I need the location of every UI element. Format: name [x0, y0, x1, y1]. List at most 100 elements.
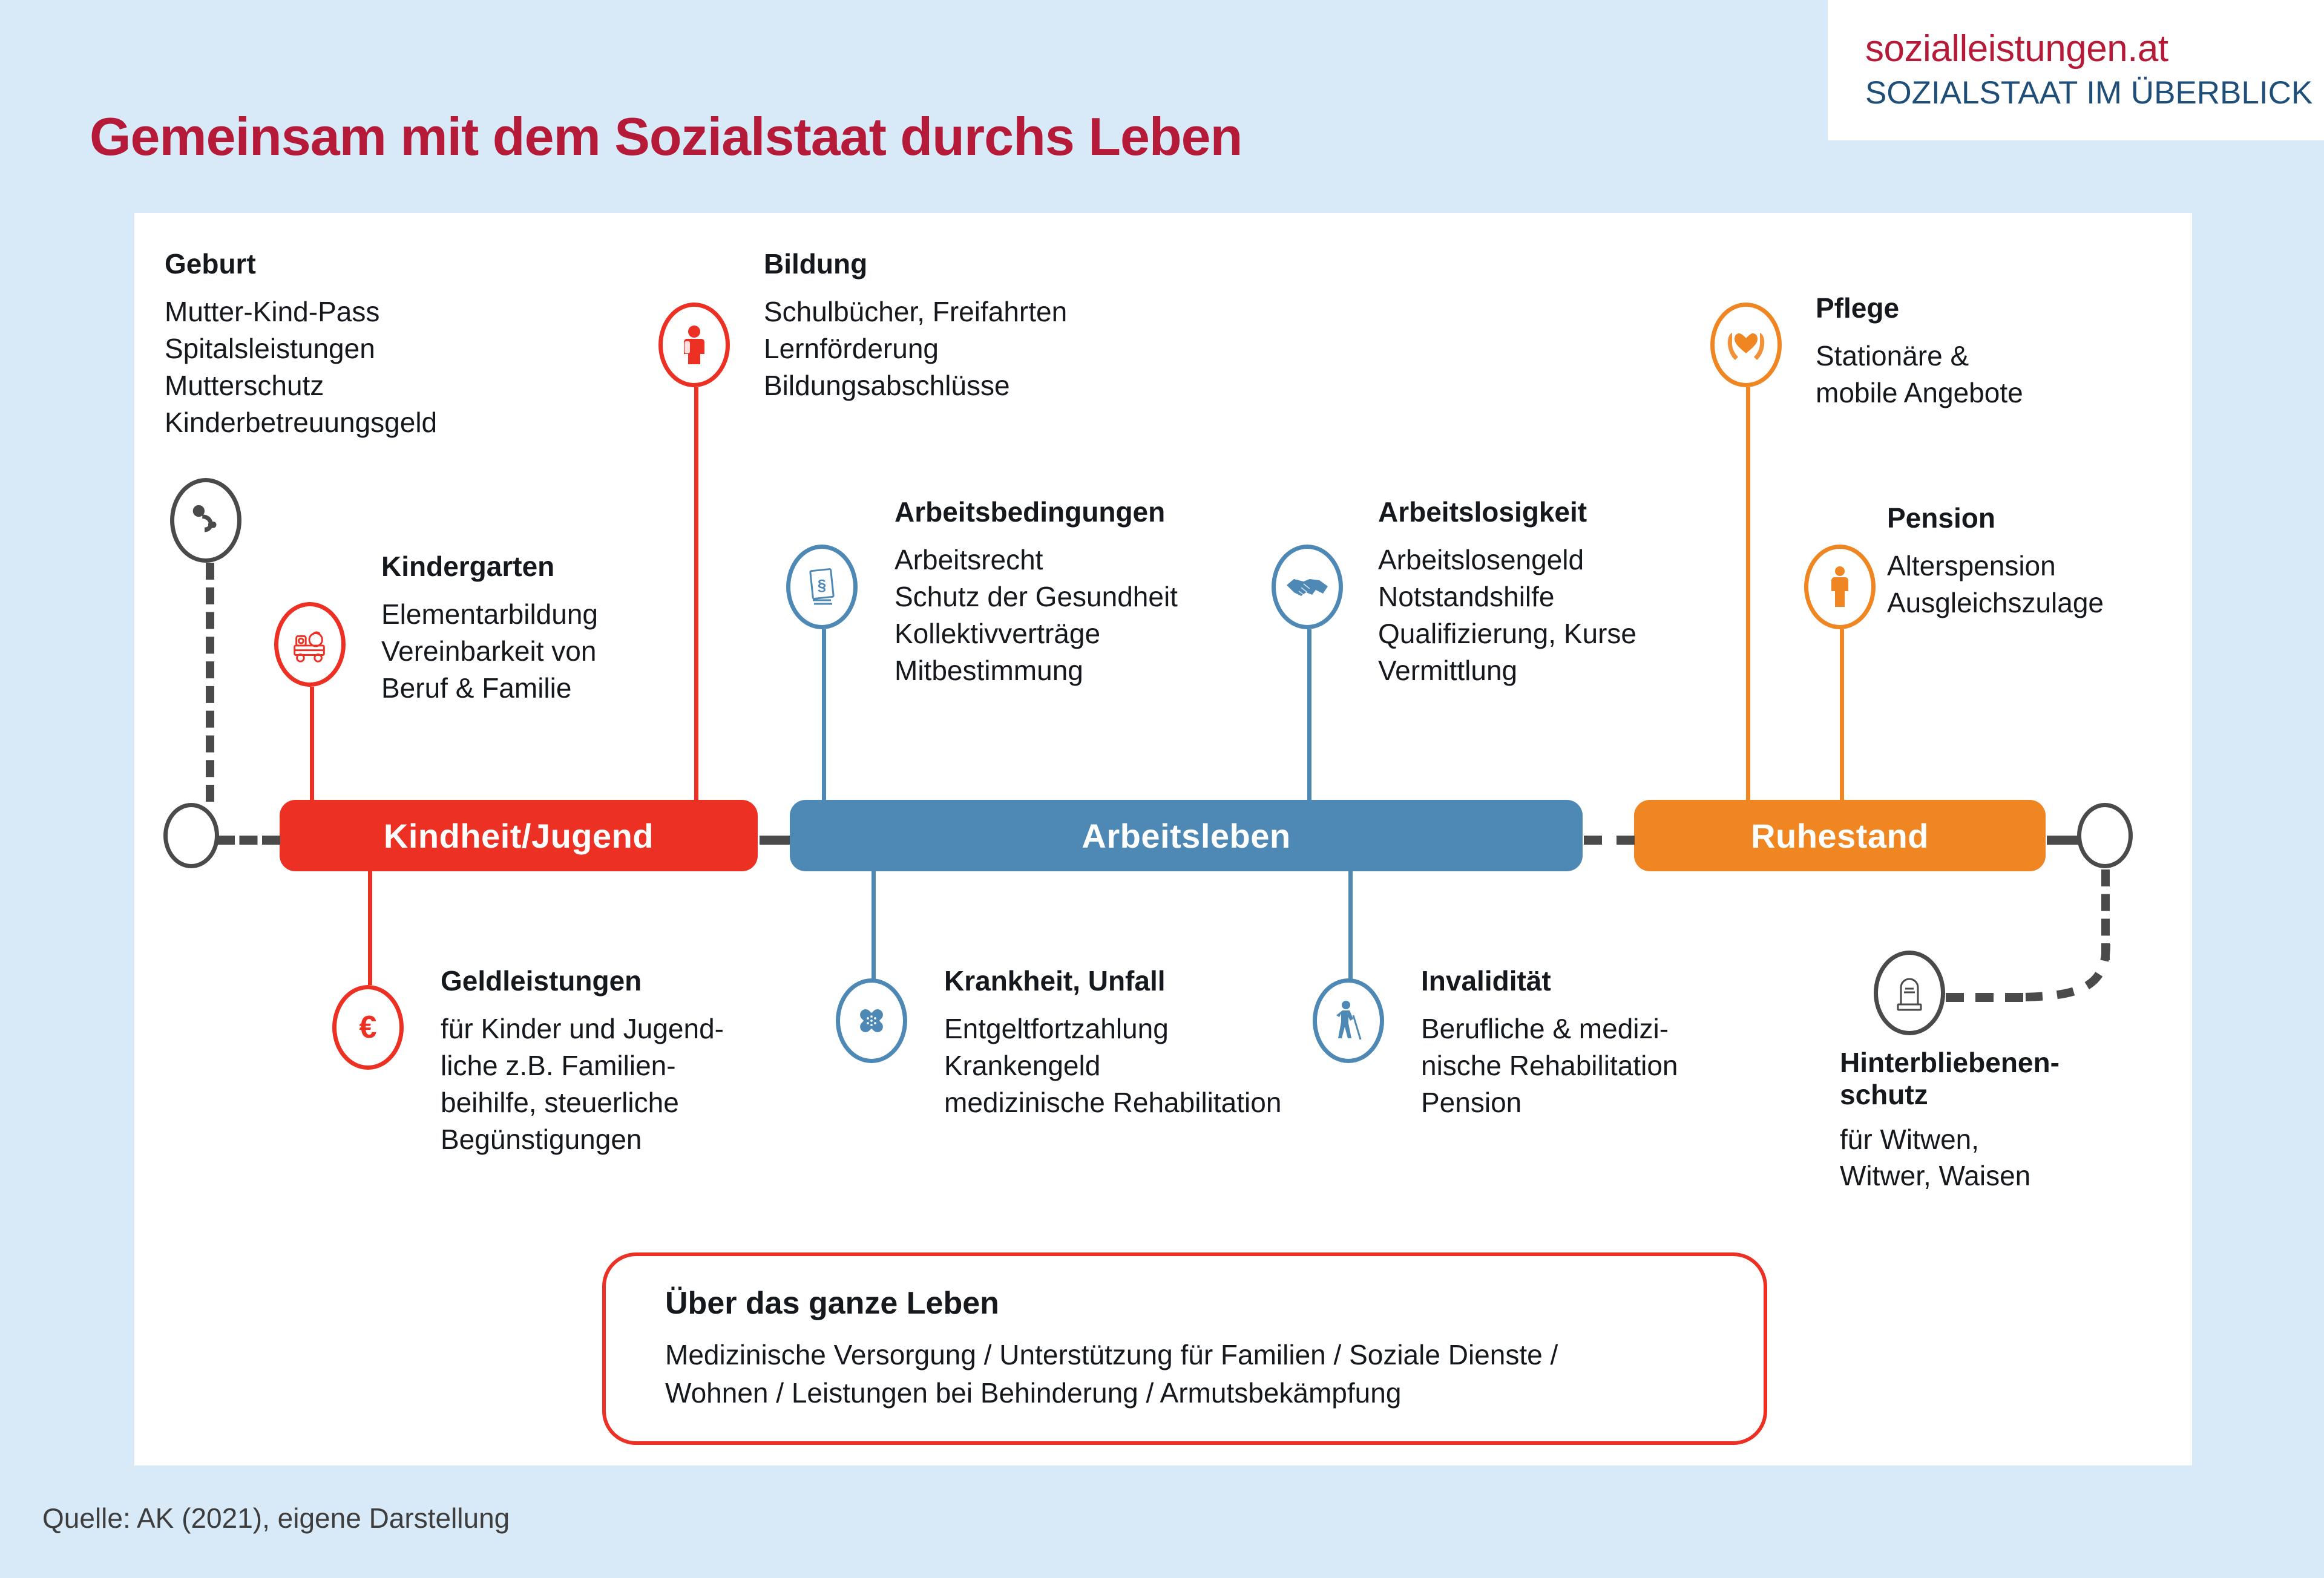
stem-arbeitslosigkeit — [1307, 629, 1311, 805]
block-hinterbliebenenschutz: Hinterbliebenen- schutz für Witwen, Witw… — [1840, 1047, 2060, 1194]
page-title: Gemeinsam mit dem Sozialstaat durchs Leb… — [90, 106, 1242, 166]
block-pflege-heading: Pflege — [1816, 292, 1900, 324]
svg-text:€: € — [359, 1010, 377, 1045]
end-node-dashed-curve — [2015, 944, 2110, 1001]
euro-icon: € — [332, 985, 404, 1070]
lifelong-benefits-box: Über das ganze Leben Medizinische Versor… — [602, 1252, 1767, 1445]
timeline-phase-kindheit[interactable]: Kindheit/Jugend — [280, 800, 758, 871]
block-geburt-line: Spitalsleistungen — [165, 333, 375, 365]
block-pflege-line: Stationäre & — [1816, 340, 1969, 372]
block-invaliditaet: Invalidität Berufliche & medizi- nische … — [1421, 965, 1678, 1121]
block-pension-heading: Pension — [1887, 502, 1995, 534]
block-geldleistungen-line: für Kinder und Jugend- — [441, 1013, 724, 1045]
connector-blue-orange — [1584, 836, 1635, 845]
gravestone-icon — [1874, 951, 1945, 1035]
timeline-phase-kindheit-label: Kindheit/Jugend — [383, 816, 654, 855]
elderly-person-icon — [1804, 545, 1876, 629]
block-geburt: Geburt Mutter-Kind-Pass Spitalsleistunge… — [165, 248, 437, 440]
block-arbeitslosigkeit: Arbeitslosigkeit Arbeitslosengeld Notsta… — [1378, 496, 1636, 689]
block-bildung-line: Lernförderung — [764, 333, 939, 365]
block-invaliditaet-line: nische Rehabilitation — [1421, 1050, 1678, 1082]
caring-hands-heart-icon — [1710, 303, 1782, 387]
toy-train-icon — [274, 602, 346, 687]
lifelong-benefits-heading: Über das ganze Leben — [665, 1286, 999, 1321]
block-geldleistungen-line: beihilfe, steuerliche — [441, 1086, 679, 1118]
handshake-icon — [1272, 545, 1343, 629]
block-kindergarten-line: Beruf & Familie — [381, 672, 572, 704]
stem-geburt-dashed — [206, 563, 214, 802]
block-kindergarten-heading: Kindergarten — [381, 551, 555, 582]
block-geburt-line: Mutterschutz — [165, 369, 324, 401]
block-arbeitsbedingungen-line: Kollektivverträge — [894, 617, 1101, 649]
person-with-cane-icon — [1313, 978, 1384, 1063]
block-bildung-line: Schulbücher, Freifahrten — [764, 296, 1068, 328]
connector-red-blue — [760, 836, 790, 845]
bandage-icon — [836, 978, 907, 1063]
block-bildung-line: Bildungsabschlüsse — [764, 369, 1010, 401]
block-krankheit-line: medizinische Rehabilitation — [944, 1086, 1282, 1118]
block-arbeitslosigkeit-line: Notstandshilfe — [1378, 581, 1555, 613]
block-krankheit-heading: Krankheit, Unfall — [944, 965, 1166, 997]
logo-tagline: SOZIALSTAAT IM ÜBERBLICK — [1865, 75, 2313, 111]
timeline-phase-ruhestand[interactable]: Ruhestand — [1634, 800, 2046, 871]
stem-bildung — [694, 387, 698, 805]
block-geldleistungen-line: liche z.B. Familien- — [441, 1050, 676, 1082]
block-hinterbliebenenschutz-line: für Witwen, — [1840, 1123, 1980, 1155]
lifelong-benefits-line: Medizinische Versorgung / Unterstützung … — [665, 1339, 1558, 1370]
block-geldleistungen-heading: Geldleistungen — [441, 965, 642, 997]
timeline-phase-arbeitsleben-label: Arbeitsleben — [1082, 816, 1291, 855]
block-kindergarten-line: Vereinbarkeit von — [381, 635, 597, 667]
block-arbeitslosigkeit-line: Arbeitslosengeld — [1378, 544, 1584, 576]
block-krankheit-line: Entgeltfortzahlung — [944, 1013, 1169, 1045]
block-pflege: Pflege Stationäre & mobile Angebote — [1816, 292, 2023, 411]
block-pflege-line: mobile Angebote — [1816, 377, 2023, 409]
stem-kindergarten — [310, 687, 314, 805]
block-kindergarten-line: Elementarbildung — [381, 598, 599, 630]
block-pension-line: Ausgleichszulage — [1887, 587, 2104, 619]
stem-pension — [1840, 629, 1844, 805]
connector-start-red — [217, 836, 280, 845]
contract-paragraph-icon: § — [786, 545, 858, 629]
block-arbeitsbedingungen-line: Arbeitsrecht — [894, 544, 1043, 576]
stem-invaliditaet — [1348, 864, 1353, 979]
block-pension: Pension Alterspension Ausgleichszulage — [1887, 502, 2104, 621]
baby-icon — [170, 478, 241, 563]
connector-orange-end — [2047, 836, 2078, 845]
block-krankheit: Krankheit, Unfall Entgeltfortzahlung Kra… — [944, 965, 1281, 1121]
end-node-dashed-drop — [2101, 869, 2110, 960]
timeline-end-node — [2077, 803, 2133, 868]
block-hinterbliebenenschutz-heading: Hinterbliebenen- schutz — [1840, 1047, 2060, 1111]
block-arbeitslosigkeit-heading: Arbeitslosigkeit — [1378, 496, 1587, 528]
block-pension-line: Alterspension — [1887, 550, 2056, 582]
block-invaliditaet-line: Berufliche & medizi- — [1421, 1013, 1669, 1045]
block-arbeitslosigkeit-line: Qualifizierung, Kurse — [1378, 617, 1636, 649]
timeline-phase-ruhestand-label: Ruhestand — [1751, 816, 1929, 855]
block-geldleistungen-line: Begünstigungen — [441, 1123, 642, 1155]
block-geburt-line: Kinderbetreuungsgeld — [165, 406, 438, 438]
block-hinterbliebenenschutz-line: Witwer, Waisen — [1840, 1160, 2031, 1192]
svg-text:§: § — [818, 576, 826, 594]
stem-geldleistungen — [368, 864, 372, 985]
block-bildung-heading: Bildung — [764, 248, 868, 280]
block-arbeitsbedingungen-line: Schutz der Gesundheit — [894, 581, 1178, 613]
block-invaliditaet-heading: Invalidität — [1421, 965, 1551, 997]
timeline-start-node — [163, 803, 219, 868]
schoolchild-icon — [658, 303, 730, 387]
block-krankheit-line: Krankengeld — [944, 1050, 1101, 1082]
stem-arbeitsbedingungen — [822, 629, 826, 805]
block-arbeitsbedingungen-line: Mitbestimmung — [894, 654, 1083, 686]
logo-domain: sozialleistungen.at — [1865, 28, 2168, 70]
block-arbeitsbedingungen-heading: Arbeitsbedingungen — [894, 496, 1166, 528]
stem-krankheit — [872, 864, 876, 979]
source-note: Quelle: AK (2021), eigene Darstellung — [42, 1502, 510, 1534]
block-bildung: Bildung Schulbücher, Freifahrten Lernför… — [764, 248, 1067, 404]
block-invaliditaet-line: Pension — [1421, 1086, 1522, 1118]
block-geburt-line: Mutter-Kind-Pass — [165, 296, 380, 328]
timeline-phase-arbeitsleben[interactable]: Arbeitsleben — [790, 800, 1583, 871]
block-arbeitslosigkeit-line: Vermittlung — [1378, 654, 1518, 686]
block-arbeitsbedingungen: Arbeitsbedingungen Arbeitsrecht Schutz d… — [894, 496, 1178, 689]
lifelong-benefits-line: Wohnen / Leistungen bei Behinderung / Ar… — [665, 1377, 1402, 1409]
stem-pflege — [1746, 387, 1750, 805]
gravestone-dashed-link — [1946, 993, 2023, 1002]
